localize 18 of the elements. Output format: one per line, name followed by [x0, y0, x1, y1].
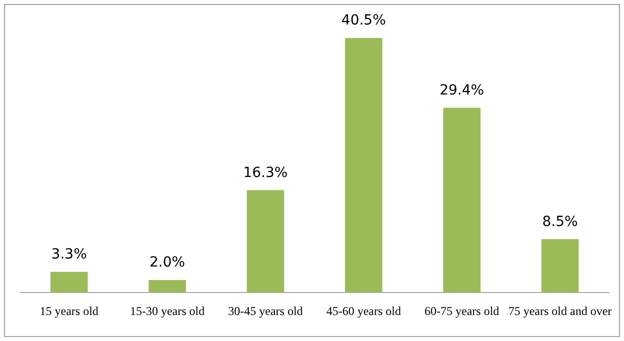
bar — [443, 108, 480, 293]
data-label: 29.4% — [440, 82, 484, 98]
x-tick-label: 15-30 years old — [130, 304, 205, 318]
bar — [246, 190, 284, 293]
x-tick-label: 60-75 years old — [424, 304, 500, 318]
bar — [541, 239, 579, 293]
x-tick-label: 75 years old and over — [508, 304, 612, 318]
data-label: 8.5% — [542, 214, 578, 230]
x-tick-label: 30-45 years old — [228, 304, 303, 318]
data-label: 2.0% — [149, 254, 186, 271]
bar — [148, 280, 186, 293]
data-label: 16.3% — [243, 164, 288, 181]
data-label: 3.3% — [51, 246, 87, 262]
bar — [344, 38, 382, 293]
data-label: 40.5% — [341, 12, 386, 29]
bar — [50, 272, 88, 293]
x-tick-label: 45-60 years old — [326, 304, 401, 318]
x-tick-label: 15 years old — [40, 304, 98, 318]
